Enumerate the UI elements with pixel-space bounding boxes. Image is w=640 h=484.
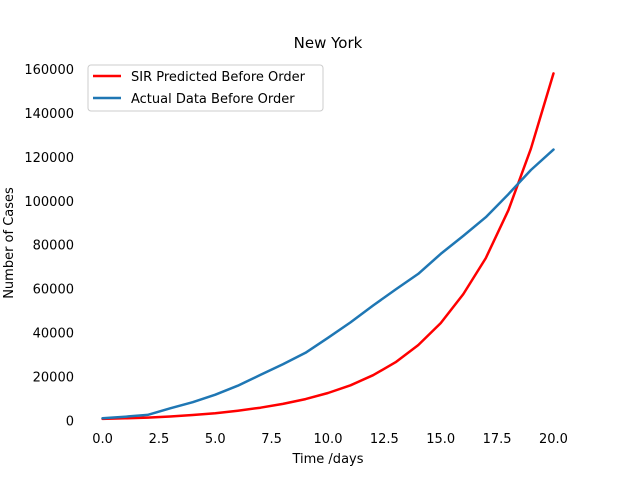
y-tick-label: 160000	[24, 63, 74, 78]
x-tick-label: 12.5	[370, 432, 399, 447]
series-line-sir-predicted	[101, 72, 555, 421]
x-axis-ticks: 0.0 2.5 5.0 7.5 10.0 12.5 15.0 17.5 20.0	[92, 432, 568, 447]
series-line-actual-data	[101, 148, 555, 420]
y-tick-label: 140000	[24, 107, 74, 122]
x-tick-label: 10.0	[314, 432, 343, 447]
x-tick-label: 17.5	[483, 432, 512, 447]
legend-label-actual-data: Actual Data Before Order	[131, 92, 295, 107]
x-tick-label: 20.0	[539, 432, 568, 447]
y-axis-ticks: 0 20000 40000 60000 80000 100000 120000 140000 1…	[24, 63, 74, 429]
legend: SIR Predicted Before Order Actual Data B…	[87, 64, 324, 112]
x-tick-label: 5.0	[205, 432, 226, 447]
y-tick-label: 100000	[24, 195, 74, 210]
y-tick-label: 60000	[33, 283, 74, 298]
y-tick-label: 40000	[33, 327, 74, 342]
y-axis-label: Number of Cases	[2, 187, 17, 299]
y-tick-label: 0	[66, 414, 74, 429]
x-axis-label: Time /days	[291, 452, 363, 467]
x-tick-label: 2.5	[149, 432, 170, 447]
y-tick-label: 80000	[33, 239, 74, 254]
y-tick-label: 20000	[33, 370, 74, 385]
y-tick-label: 120000	[24, 151, 74, 166]
x-tick-label: 0.0	[92, 432, 113, 447]
chart-title: New York	[294, 34, 363, 52]
x-tick-label: 7.5	[261, 432, 282, 447]
legend-label-sir-predicted: SIR Predicted Before Order	[131, 70, 306, 85]
legend-frame	[87, 64, 324, 112]
x-tick-label: 15.0	[426, 432, 455, 447]
series-lines	[101, 72, 555, 421]
